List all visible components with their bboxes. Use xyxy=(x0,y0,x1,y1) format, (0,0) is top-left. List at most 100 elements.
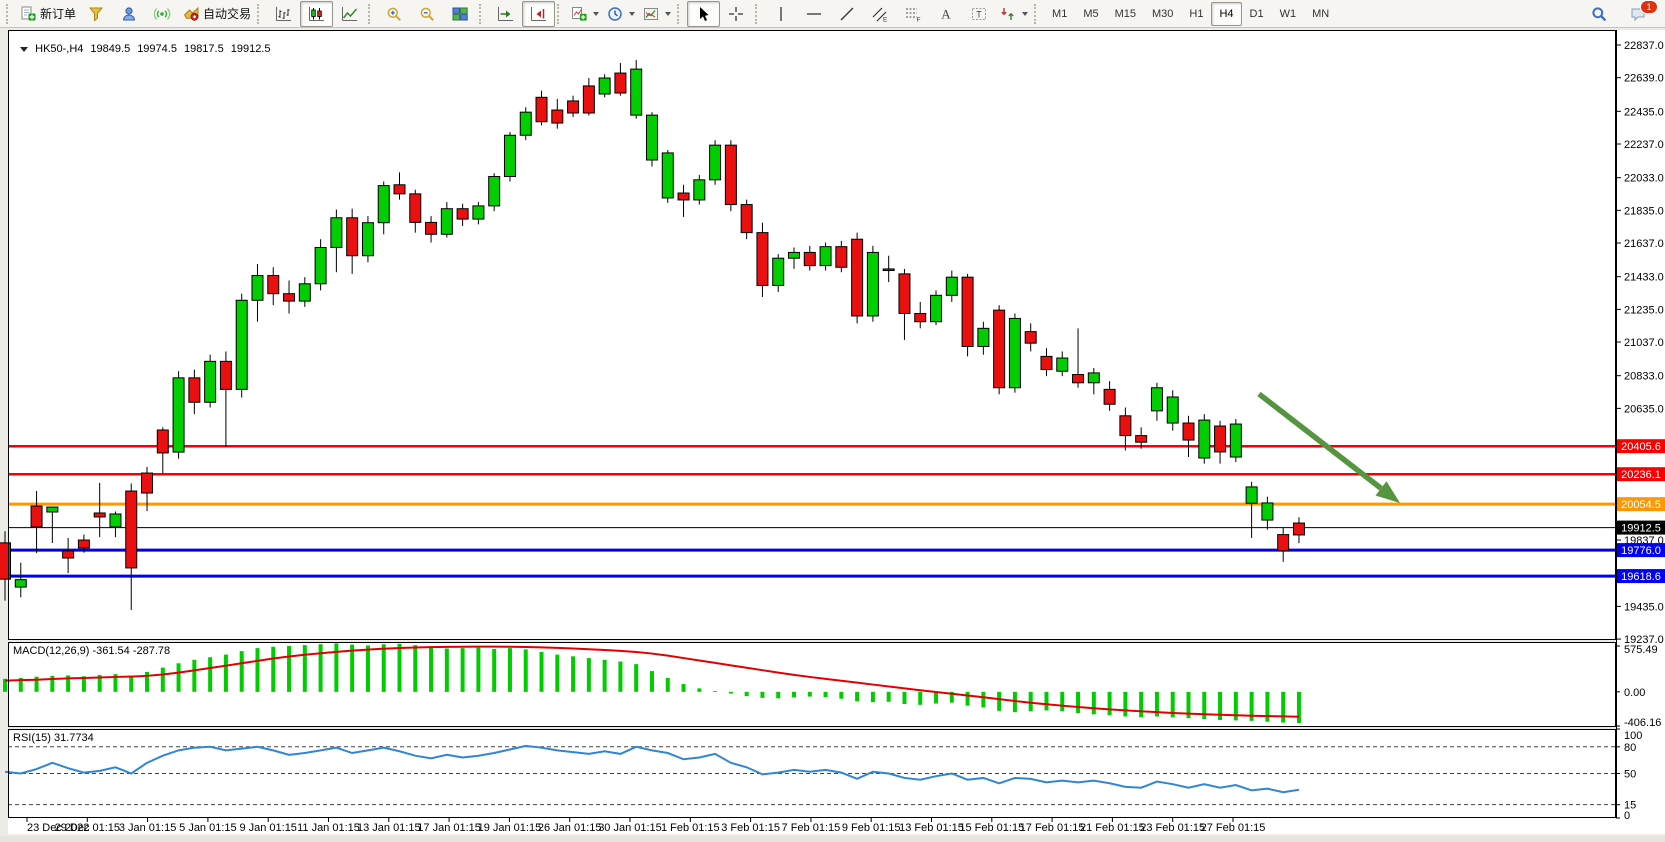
text-label-button[interactable]: T xyxy=(963,1,996,27)
tile-icon xyxy=(452,7,468,21)
time-tick-label: 7 Feb 01:15 xyxy=(782,822,841,834)
chart-shift-button[interactable] xyxy=(522,0,556,27)
candle-body xyxy=(1103,388,1116,405)
timeframe-h1-button[interactable]: H1 xyxy=(1189,7,1204,20)
indicator-icon xyxy=(572,6,587,21)
chevron-down-icon xyxy=(1022,11,1029,16)
trend-icon xyxy=(840,7,854,20)
timeframe-m15-button[interactable]: M15 xyxy=(1114,7,1136,20)
macd-splitter[interactable] xyxy=(8,640,1616,642)
search-button[interactable] xyxy=(1583,1,1616,27)
equidistant-channel-button[interactable]: E xyxy=(864,1,897,27)
candle-body xyxy=(267,275,280,295)
rsi-pane-frame xyxy=(8,729,1616,818)
candle-body xyxy=(614,72,627,94)
arrow-head xyxy=(1375,481,1400,503)
auto-scroll-button[interactable] xyxy=(489,1,522,27)
autotrade-icon xyxy=(183,6,199,21)
candle-body xyxy=(567,100,580,114)
horizontal-lines[interactable] xyxy=(8,444,1616,578)
price-label-box-19618.6 xyxy=(1617,569,1665,584)
candle-body xyxy=(30,505,43,528)
hline-icon xyxy=(807,12,822,15)
line-chart-button[interactable] xyxy=(333,1,366,27)
timeframe-m5-button[interactable]: M5 xyxy=(1083,7,1099,20)
new-order-button[interactable]: 新订单 xyxy=(16,1,80,27)
rsi-splitter[interactable] xyxy=(8,727,1616,729)
candlestick-chart-button[interactable] xyxy=(300,0,334,27)
timeframe-mn-button[interactable]: MN xyxy=(1312,7,1330,20)
rsi-tick-label: 80 xyxy=(1624,742,1636,754)
signals-button[interactable] xyxy=(146,1,179,27)
status-strip xyxy=(0,836,1665,842)
chat-button[interactable]: 1 xyxy=(1622,0,1658,27)
candle-body xyxy=(772,257,785,286)
time-tick-label: 3 Jan 01:15 xyxy=(119,822,177,834)
tile-windows-button[interactable] xyxy=(444,1,477,27)
zoom-in-button[interactable] xyxy=(378,1,411,27)
trendline-button[interactable] xyxy=(831,1,864,27)
template-icon xyxy=(644,7,659,20)
candle-body xyxy=(361,222,374,257)
rsi-tick-label: 0 xyxy=(1624,810,1630,822)
time-tick-label: 9 Feb 01:15 xyxy=(842,822,901,834)
vertical-line-button[interactable] xyxy=(765,1,798,27)
clock-icon xyxy=(608,6,622,21)
cursor-button[interactable] xyxy=(687,0,721,27)
cursor-icon xyxy=(700,6,709,21)
time-tick-label: 1 Feb 01:15 xyxy=(661,822,720,834)
price-tick-label: 21235.0 xyxy=(1624,304,1664,316)
timeframe-m30-button[interactable]: M30 xyxy=(1152,7,1174,20)
styles-button[interactable] xyxy=(80,1,113,27)
text-button[interactable]: A xyxy=(930,1,963,27)
text-a-icon: A xyxy=(941,6,951,21)
candle-body xyxy=(1119,415,1132,437)
trend-arrow-annotation[interactable] xyxy=(1257,391,1400,503)
candle-body xyxy=(724,144,737,206)
candle-body xyxy=(693,179,706,201)
templates-button[interactable] xyxy=(639,1,675,27)
fibonacci-button[interactable]: F xyxy=(897,1,930,27)
timeframe-d1-button[interactable]: D1 xyxy=(1249,7,1264,20)
rsi-panel xyxy=(4,744,1616,806)
price-tick-label: 21433.0 xyxy=(1624,272,1664,284)
chart-menu-triangle-icon[interactable] xyxy=(20,46,29,52)
chart-canvas[interactable]: 22837.0 22639.0 22435.0 22237.0 22033.0 21835… xyxy=(0,28,1665,842)
toolbar-grip xyxy=(257,3,263,24)
profile-button[interactable] xyxy=(113,1,146,27)
high-value: 19974.5 xyxy=(137,43,177,55)
autotrading-button-label: 自动交易 xyxy=(203,7,252,21)
price-axis[interactable]: 22837.0 22639.0 22435.0 22237.0 22033.0 21835… xyxy=(1616,30,1665,818)
channel-icon: E xyxy=(872,7,888,22)
indicators-button[interactable] xyxy=(567,1,603,27)
timeframe-h4-button[interactable]: H4 xyxy=(1211,1,1242,26)
periods-button[interactable] xyxy=(603,1,639,27)
close-value: 19912.5 xyxy=(230,43,271,55)
price-label-box-20236.1 xyxy=(1617,467,1665,482)
candle-body xyxy=(661,152,674,199)
time-tick-label: 17 Jan 01:15 xyxy=(417,822,481,834)
search-icon xyxy=(1592,6,1607,21)
bar-chart-button[interactable] xyxy=(267,1,300,27)
candle-body xyxy=(1292,522,1305,536)
autotrading-button[interactable]: 自动交易 xyxy=(179,1,255,27)
timeframe-m1-button[interactable]: M1 xyxy=(1052,7,1068,20)
candle-body xyxy=(851,238,864,317)
svg-text:E: E xyxy=(883,16,888,22)
zoom-out-button[interactable] xyxy=(411,1,444,27)
candle-body xyxy=(235,299,248,390)
candle-body xyxy=(519,111,532,136)
candle-body xyxy=(1135,435,1148,443)
time-tick-label: 3 Feb 01:15 xyxy=(721,822,780,834)
crosshair-button[interactable] xyxy=(720,1,753,27)
chart-title: HK50-,H4 19849.5 19974.5 19817.5 19912.5 xyxy=(14,31,270,55)
timeframe-w1-button[interactable]: W1 xyxy=(1279,7,1297,20)
price-tick-label: 22639.0 xyxy=(1624,73,1664,85)
candle-body xyxy=(62,550,75,559)
horizontal-line-button[interactable] xyxy=(798,1,831,27)
candle-body xyxy=(582,85,595,114)
candle-body xyxy=(1277,534,1290,552)
arrows-button[interactable] xyxy=(996,1,1032,27)
toolbar-grip xyxy=(677,3,683,24)
